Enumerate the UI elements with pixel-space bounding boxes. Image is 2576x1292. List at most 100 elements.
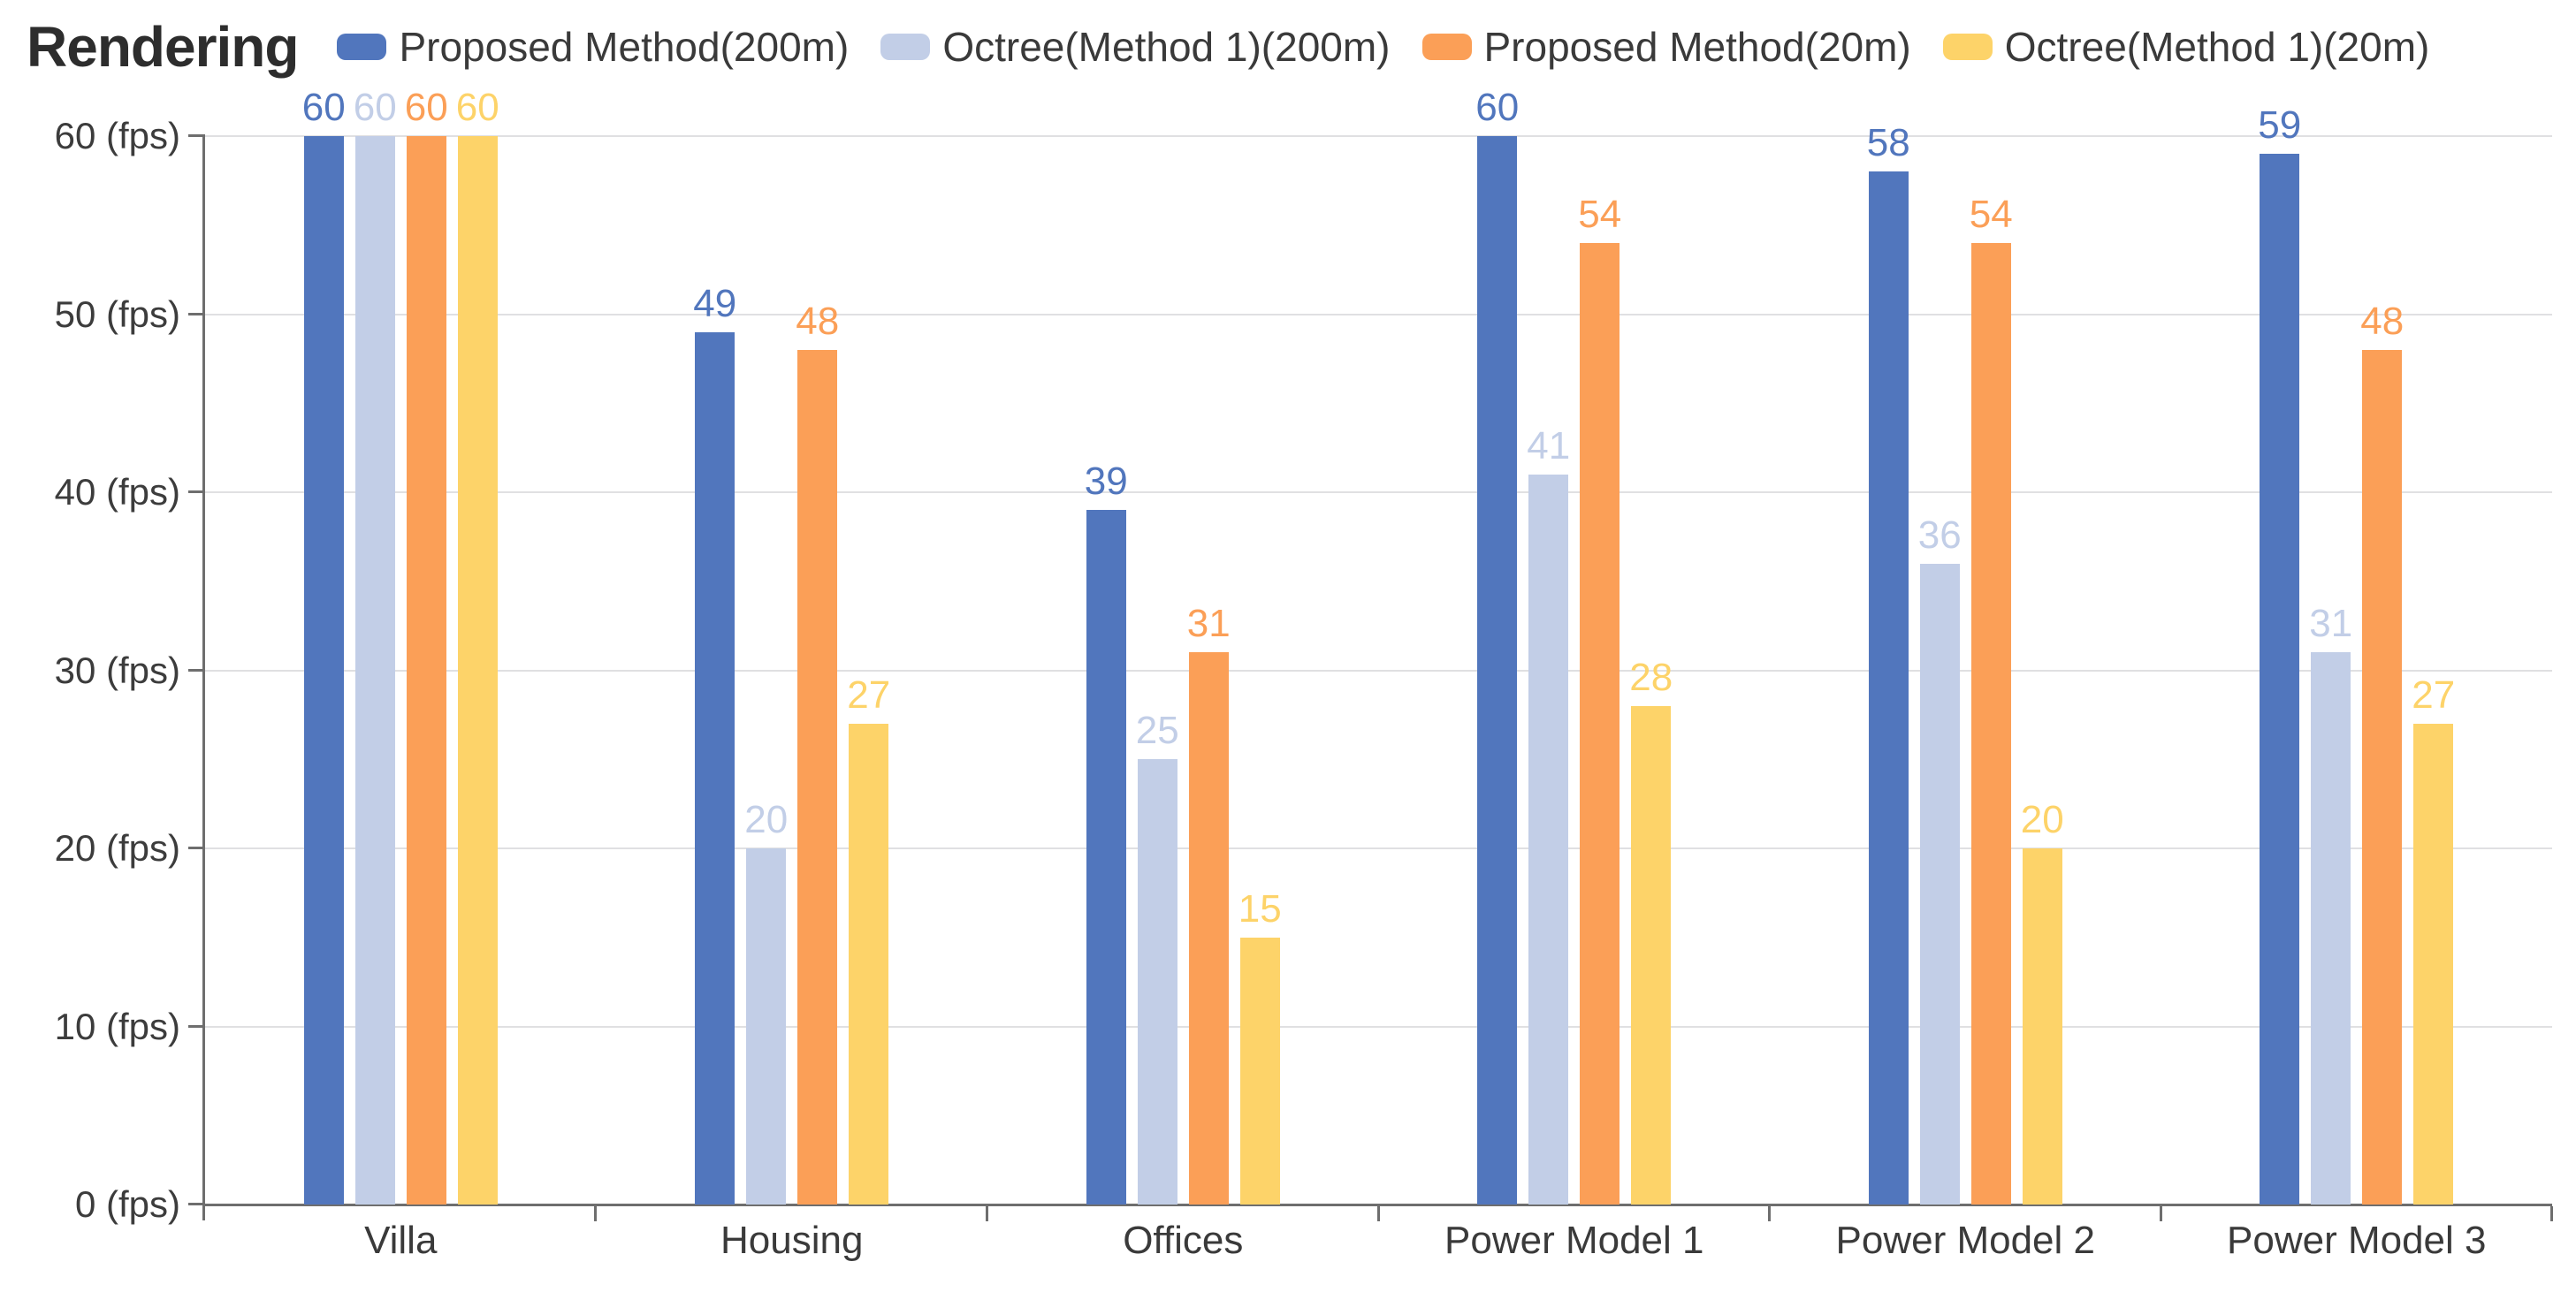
bars-row: 39 25 31 15 xyxy=(987,136,1379,1205)
x-category-label-1: Housing xyxy=(720,1219,864,1262)
y-tick-50 xyxy=(188,312,202,315)
bar-Proposed Method(20m)-Housing: 48 xyxy=(796,300,839,1205)
bar-Proposed Method(200m)-Power Model 2: 58 xyxy=(1867,121,1910,1205)
bars-row: 60 41 54 28 xyxy=(1379,86,1771,1205)
bar-Octree(Method 1)(200m)-Power Model 2: 36 xyxy=(1918,513,1962,1205)
plot-area: 0 (fps) 10 (fps) 20 (fps) 30 (fps) 40 (fps) 5… xyxy=(55,86,2553,1262)
x-category-label-0: Villa xyxy=(364,1219,438,1262)
bars-row: 60 60 60 60 xyxy=(205,86,597,1205)
y-axis-line xyxy=(202,134,205,1220)
category-group-1: 49 20 48 27 Housing xyxy=(597,136,988,1262)
x-tick-5 xyxy=(2159,1206,2162,1221)
category-group-3: 60 41 54 28 Power Model 1 xyxy=(1379,86,1771,1262)
bar-Octree(Method 1)(200m)-Offices: 25 xyxy=(1136,709,1179,1205)
bar-value-label: 41 xyxy=(1527,423,1571,467)
bar-value-label: 20 xyxy=(744,798,789,841)
bar-value-label: 60 xyxy=(301,86,346,129)
y-tick-label-20: 20 (fps) xyxy=(54,827,180,869)
bars-row: 49 20 48 27 xyxy=(597,136,988,1205)
bar-Octree(Method 1)(200m)-Power Model 3: 31 xyxy=(2309,602,2352,1205)
gridline-20 xyxy=(205,847,2552,850)
chart-title: Rendering xyxy=(27,15,299,79)
x-category-label-5: Power Model 3 xyxy=(2227,1219,2487,1262)
category-group-0: 60 60 60 60 Villa xyxy=(205,86,597,1262)
gridline-10 xyxy=(205,1025,2552,1028)
bar-value-label: 48 xyxy=(796,299,840,343)
y-tick-label-30: 30 (fps) xyxy=(54,649,180,691)
legend-label: Proposed Method(200m) xyxy=(399,24,850,70)
bar-value-label: 27 xyxy=(2412,673,2456,717)
bar-value-label: 15 xyxy=(1238,886,1282,931)
bar-Proposed Method(20m)-Villa: 60 xyxy=(405,86,448,1205)
bar-value-label: 20 xyxy=(2020,798,2064,841)
bar-value-label: 54 xyxy=(1969,192,2013,236)
y-tick-label-0: 0 (fps) xyxy=(74,1183,180,1225)
y-tick-label-50: 50 (fps) xyxy=(54,293,180,335)
bar-Proposed Method(20m)-Offices: 31 xyxy=(1187,602,1231,1205)
y-tick-label-40: 40 (fps) xyxy=(54,471,180,513)
gridline-60 xyxy=(205,135,2552,137)
bar-Octree(Method 1)(20m)-Offices: 15 xyxy=(1238,887,1282,1205)
bar-value-label: 54 xyxy=(1578,192,1622,236)
bar-value-label: 60 xyxy=(1475,86,1520,129)
x-tick-2 xyxy=(985,1206,988,1221)
legend-item-2: Proposed Method(20m) xyxy=(1421,23,1911,71)
x-category-label-4: Power Model 2 xyxy=(1835,1219,2095,1262)
bar-Proposed Method(20m)-Power Model 3: 48 xyxy=(2360,300,2404,1205)
x-axis-line xyxy=(202,1204,2552,1206)
bar-Proposed Method(20m)-Power Model 2: 54 xyxy=(1970,193,2013,1205)
category-group-2: 39 25 31 15 Offices xyxy=(987,136,1379,1262)
bars-row: 59 31 48 27 xyxy=(2161,103,2553,1205)
y-tick-10 xyxy=(188,1024,202,1028)
bar-Octree(Method 1)(200m)-Villa: 60 xyxy=(354,86,397,1205)
bar-Proposed Method(200m)-Villa: 60 xyxy=(302,86,346,1205)
legend-swatch-icon xyxy=(880,34,931,60)
bar-Octree(Method 1)(20m)-Power Model 1: 28 xyxy=(1629,656,1673,1205)
legend-label: Octree(Method 1)(200m) xyxy=(942,24,1391,70)
bar-value-label: 36 xyxy=(1917,513,1962,557)
y-tick-20 xyxy=(188,847,202,850)
x-category-label-3: Power Model 1 xyxy=(1444,1219,1704,1262)
legend-item-0: Proposed Method(200m) xyxy=(337,23,849,71)
legend-label: Proposed Method(20m) xyxy=(1483,24,1911,70)
bar-Proposed Method(200m)-Power Model 3: 59 xyxy=(2258,103,2301,1205)
bar-value-label: 39 xyxy=(1084,460,1128,504)
bar-Octree(Method 1)(20m)-Power Model 3: 27 xyxy=(2412,673,2455,1205)
x-tick-4 xyxy=(1767,1206,1771,1221)
bar-Octree(Method 1)(20m)-Power Model 2: 20 xyxy=(2021,798,2064,1205)
x-category-label-2: Offices xyxy=(1123,1219,1244,1262)
bar-value-label: 49 xyxy=(693,281,737,325)
y-tick-30 xyxy=(188,668,202,672)
bar-value-label: 48 xyxy=(2360,299,2405,343)
x-tick-1 xyxy=(594,1206,598,1221)
legend: Proposed Method(200m) Octree(Method 1)(20… xyxy=(337,23,2429,71)
bar-Proposed Method(200m)-Offices: 39 xyxy=(1085,460,1128,1205)
x-tick-3 xyxy=(1376,1206,1380,1221)
chart-header: Rendering Proposed Method(200m) Octree(Me… xyxy=(27,9,2558,85)
bar-Octree(Method 1)(20m)-Housing: 27 xyxy=(847,673,890,1205)
gridline-40 xyxy=(205,491,2552,494)
category-group-5: 59 31 48 27 Power Model 3 xyxy=(2161,103,2553,1262)
legend-item-1: Octree(Method 1)(200m) xyxy=(880,23,1391,71)
bar-Proposed Method(200m)-Power Model 1: 60 xyxy=(1475,86,1519,1205)
bars-row: 58 36 54 20 xyxy=(1770,121,2161,1205)
y-tick-0 xyxy=(188,1203,202,1205)
bar-value-label: 60 xyxy=(404,86,448,129)
bar-value-label: 27 xyxy=(847,673,891,717)
legend-label: Octree(Method 1)(20m) xyxy=(2004,24,2430,70)
legend-swatch-icon xyxy=(1942,34,1993,60)
bar-value-label: 31 xyxy=(1186,602,1231,646)
legend-swatch-icon xyxy=(337,34,387,60)
y-tick-40 xyxy=(188,490,202,494)
bar-value-label: 58 xyxy=(1866,121,1910,165)
bar-Octree(Method 1)(200m)-Housing: 20 xyxy=(744,798,788,1205)
bar-value-label: 25 xyxy=(1135,709,1179,753)
y-tick-label-60: 60 (fps) xyxy=(54,115,180,156)
bar-Octree(Method 1)(20m)-Villa: 60 xyxy=(456,86,499,1205)
y-tick-60 xyxy=(188,134,202,137)
bar-value-label: 31 xyxy=(2309,602,2353,646)
bar-value-label: 59 xyxy=(2258,103,2302,148)
bar-value-label: 60 xyxy=(455,86,499,129)
x-tick-6 xyxy=(2550,1206,2553,1221)
